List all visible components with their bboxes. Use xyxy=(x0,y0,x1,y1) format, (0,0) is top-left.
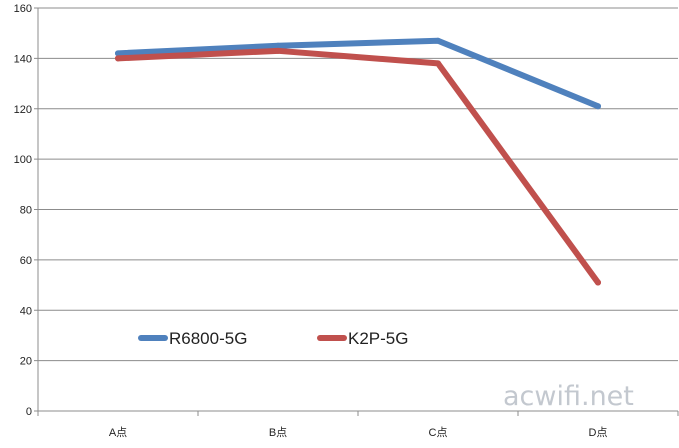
axes xyxy=(37,8,679,416)
data-point xyxy=(115,50,121,57)
legend: R6800-5G K2P-5G xyxy=(138,329,408,348)
x-tick-label: D点 xyxy=(589,426,608,439)
gridlines xyxy=(34,7,678,412)
data-point xyxy=(595,279,601,286)
x-tick-labels: A点 B点 C点 D点 xyxy=(109,426,608,439)
legend-label: R6800-5G xyxy=(169,329,247,348)
series-line-1 xyxy=(115,47,601,286)
watermark-text: acwifi.net xyxy=(503,381,634,412)
x-tick-label: C点 xyxy=(429,426,448,439)
y-tick-label: 40 xyxy=(20,305,32,317)
y-tick-label: 80 xyxy=(20,205,32,217)
y-tick-label: 20 xyxy=(20,356,32,368)
y-tick-label: 160 xyxy=(14,3,32,15)
y-tick-label: 0 xyxy=(26,406,32,418)
data-point xyxy=(115,55,121,62)
y-tick-label: 60 xyxy=(20,255,32,267)
x-tick-label: A点 xyxy=(109,426,127,439)
data-point xyxy=(435,60,441,67)
data-point xyxy=(275,47,281,54)
series-line-0 xyxy=(115,37,601,110)
y-tick-label: 100 xyxy=(14,154,32,166)
data-point xyxy=(435,37,441,44)
y-tick-labels: 0 20 40 60 80 100 120 140 160 xyxy=(14,3,32,418)
data-point xyxy=(595,103,601,110)
y-tick-label: 140 xyxy=(14,53,32,65)
x-tick-label: B点 xyxy=(269,426,287,439)
y-tick-label: 120 xyxy=(14,104,32,116)
series-lines xyxy=(115,37,601,286)
legend-label: K2P-5G xyxy=(348,329,408,348)
data-point xyxy=(275,42,281,49)
